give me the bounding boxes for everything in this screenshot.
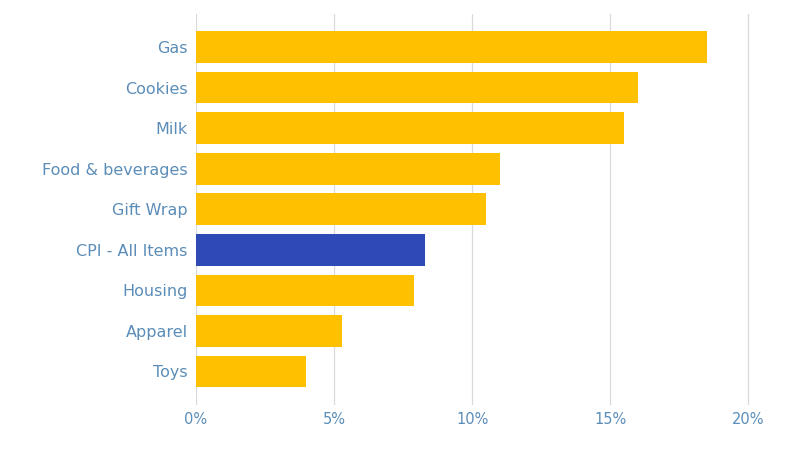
Bar [196, 315, 342, 346]
Bar [196, 274, 414, 306]
Bar [196, 356, 306, 387]
Bar [196, 112, 624, 144]
Bar [196, 32, 707, 63]
Bar [196, 194, 486, 225]
Bar [196, 234, 426, 266]
Bar [196, 153, 500, 184]
Bar [196, 72, 638, 104]
